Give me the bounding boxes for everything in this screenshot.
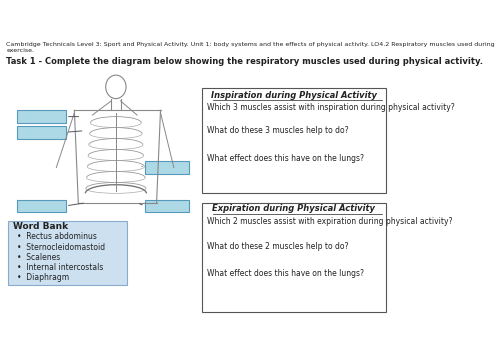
- FancyBboxPatch shape: [17, 199, 66, 212]
- FancyBboxPatch shape: [145, 199, 190, 212]
- Text: What effect does this have on the lungs?: What effect does this have on the lungs?: [206, 269, 364, 278]
- Text: Cambridge Technicals Level 3: Sport and Physical Activity. Unit 1: body systems : Cambridge Technicals Level 3: Sport and …: [6, 42, 495, 53]
- FancyBboxPatch shape: [17, 110, 66, 123]
- Text: Which 3 muscles assist with inspiration during physical activity?: Which 3 muscles assist with inspiration …: [206, 103, 454, 112]
- Text: What do these 3 muscles help to do?: What do these 3 muscles help to do?: [206, 126, 348, 135]
- Text: Word Bank: Word Bank: [12, 222, 68, 231]
- Text: •  Rectus abdominus: • Rectus abdominus: [17, 233, 97, 241]
- Text: •  Internal intercostals: • Internal intercostals: [17, 263, 104, 272]
- FancyBboxPatch shape: [8, 221, 127, 285]
- Text: •  Scalenes: • Scalenes: [17, 253, 60, 262]
- Text: Inspiration during Physical Activity: Inspiration during Physical Activity: [210, 91, 376, 100]
- Text: •  Sternocleidomastoid: • Sternocleidomastoid: [17, 243, 106, 252]
- Text: What effect does this have on the lungs?: What effect does this have on the lungs?: [206, 154, 364, 163]
- Text: What do these 2 muscles help to do?: What do these 2 muscles help to do?: [206, 242, 348, 251]
- FancyBboxPatch shape: [145, 161, 190, 174]
- Text: Expiration during Physical Activity: Expiration during Physical Activity: [212, 204, 375, 213]
- Text: •  Diaphragm: • Diaphragm: [17, 273, 70, 282]
- FancyBboxPatch shape: [17, 126, 66, 138]
- Text: Task 1 - Complete the diagram below showing the respiratory muscles used during : Task 1 - Complete the diagram below show…: [6, 57, 484, 66]
- Text: Which 2 muscles assist with expiration during physical activity?: Which 2 muscles assist with expiration d…: [206, 217, 452, 226]
